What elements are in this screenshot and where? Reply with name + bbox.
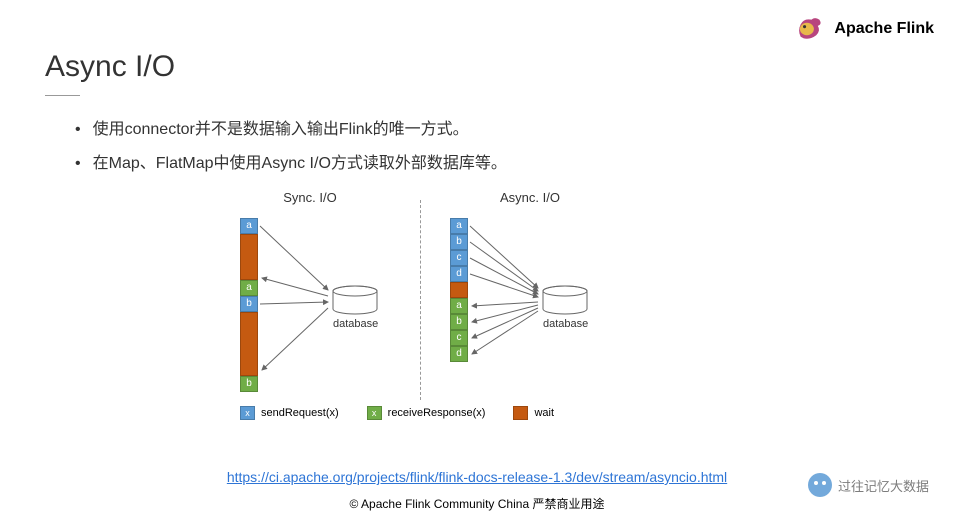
- watermark: 过往记忆大数据: [808, 473, 929, 497]
- stack-block: a: [450, 298, 468, 314]
- legend-recv-label: receiveResponse(x): [388, 407, 486, 419]
- diagram-legend: x sendRequest(x) x receiveResponse(x) wa…: [240, 406, 554, 420]
- bullet-list: 使用connector并不是数据输入输出Flink的唯一方式。 在Map、Fla…: [75, 115, 507, 183]
- stack-block: a: [450, 218, 468, 234]
- async-stack: abcdabcd: [450, 218, 468, 362]
- title-underline: [45, 95, 80, 96]
- stack-block: [240, 312, 258, 376]
- bullet-item: 在Map、FlatMap中使用Async I/O方式读取外部数据库等。: [75, 149, 507, 173]
- bullet-item: 使用connector并不是数据输入输出Flink的唯一方式。: [75, 115, 507, 139]
- flink-squirrel-icon: [794, 15, 826, 43]
- page-title: Async I/O: [45, 50, 175, 84]
- header-logo: Apache Flink: [794, 15, 934, 43]
- legend-recv: x receiveResponse(x): [367, 406, 486, 420]
- async-db-label: database: [543, 318, 588, 330]
- watermark-icon: [808, 473, 832, 497]
- stack-block: c: [450, 250, 468, 266]
- async-title: Async. I/O: [440, 190, 620, 205]
- stack-block: [450, 282, 468, 298]
- stack-block: b: [450, 234, 468, 250]
- legend-recv-swatch: x: [367, 406, 382, 420]
- stack-block: b: [450, 314, 468, 330]
- legend-wait-label: wait: [534, 407, 554, 419]
- stack-block: [240, 234, 258, 280]
- sync-db-label: database: [333, 318, 378, 330]
- stack-block: b: [240, 296, 258, 312]
- logo-text: Apache Flink: [834, 20, 934, 38]
- legend-send-swatch: x: [240, 406, 255, 420]
- sync-stack: aabb: [240, 218, 258, 392]
- async-database: [540, 285, 590, 315]
- docs-link[interactable]: https://ci.apache.org/projects/flink/fli…: [227, 469, 727, 485]
- stack-block: c: [450, 330, 468, 346]
- sync-database: [330, 285, 380, 315]
- copyright-text: © Apache Flink Community China 严禁商业用途: [0, 495, 954, 512]
- legend-send: x sendRequest(x): [240, 406, 339, 420]
- async-io-diagram: Sync. I/O aabb database Async. I/O abcda…: [220, 190, 740, 420]
- stack-block: b: [240, 376, 258, 392]
- stack-block: d: [450, 266, 468, 282]
- legend-wait: wait: [513, 406, 554, 420]
- stack-block: a: [240, 280, 258, 296]
- stack-block: d: [450, 346, 468, 362]
- legend-wait-swatch: [513, 406, 528, 420]
- legend-send-label: sendRequest(x): [261, 407, 339, 419]
- stack-block: a: [240, 218, 258, 234]
- sync-title: Sync. I/O: [220, 190, 400, 205]
- watermark-text: 过往记忆大数据: [838, 476, 929, 495]
- column-divider: [420, 200, 421, 400]
